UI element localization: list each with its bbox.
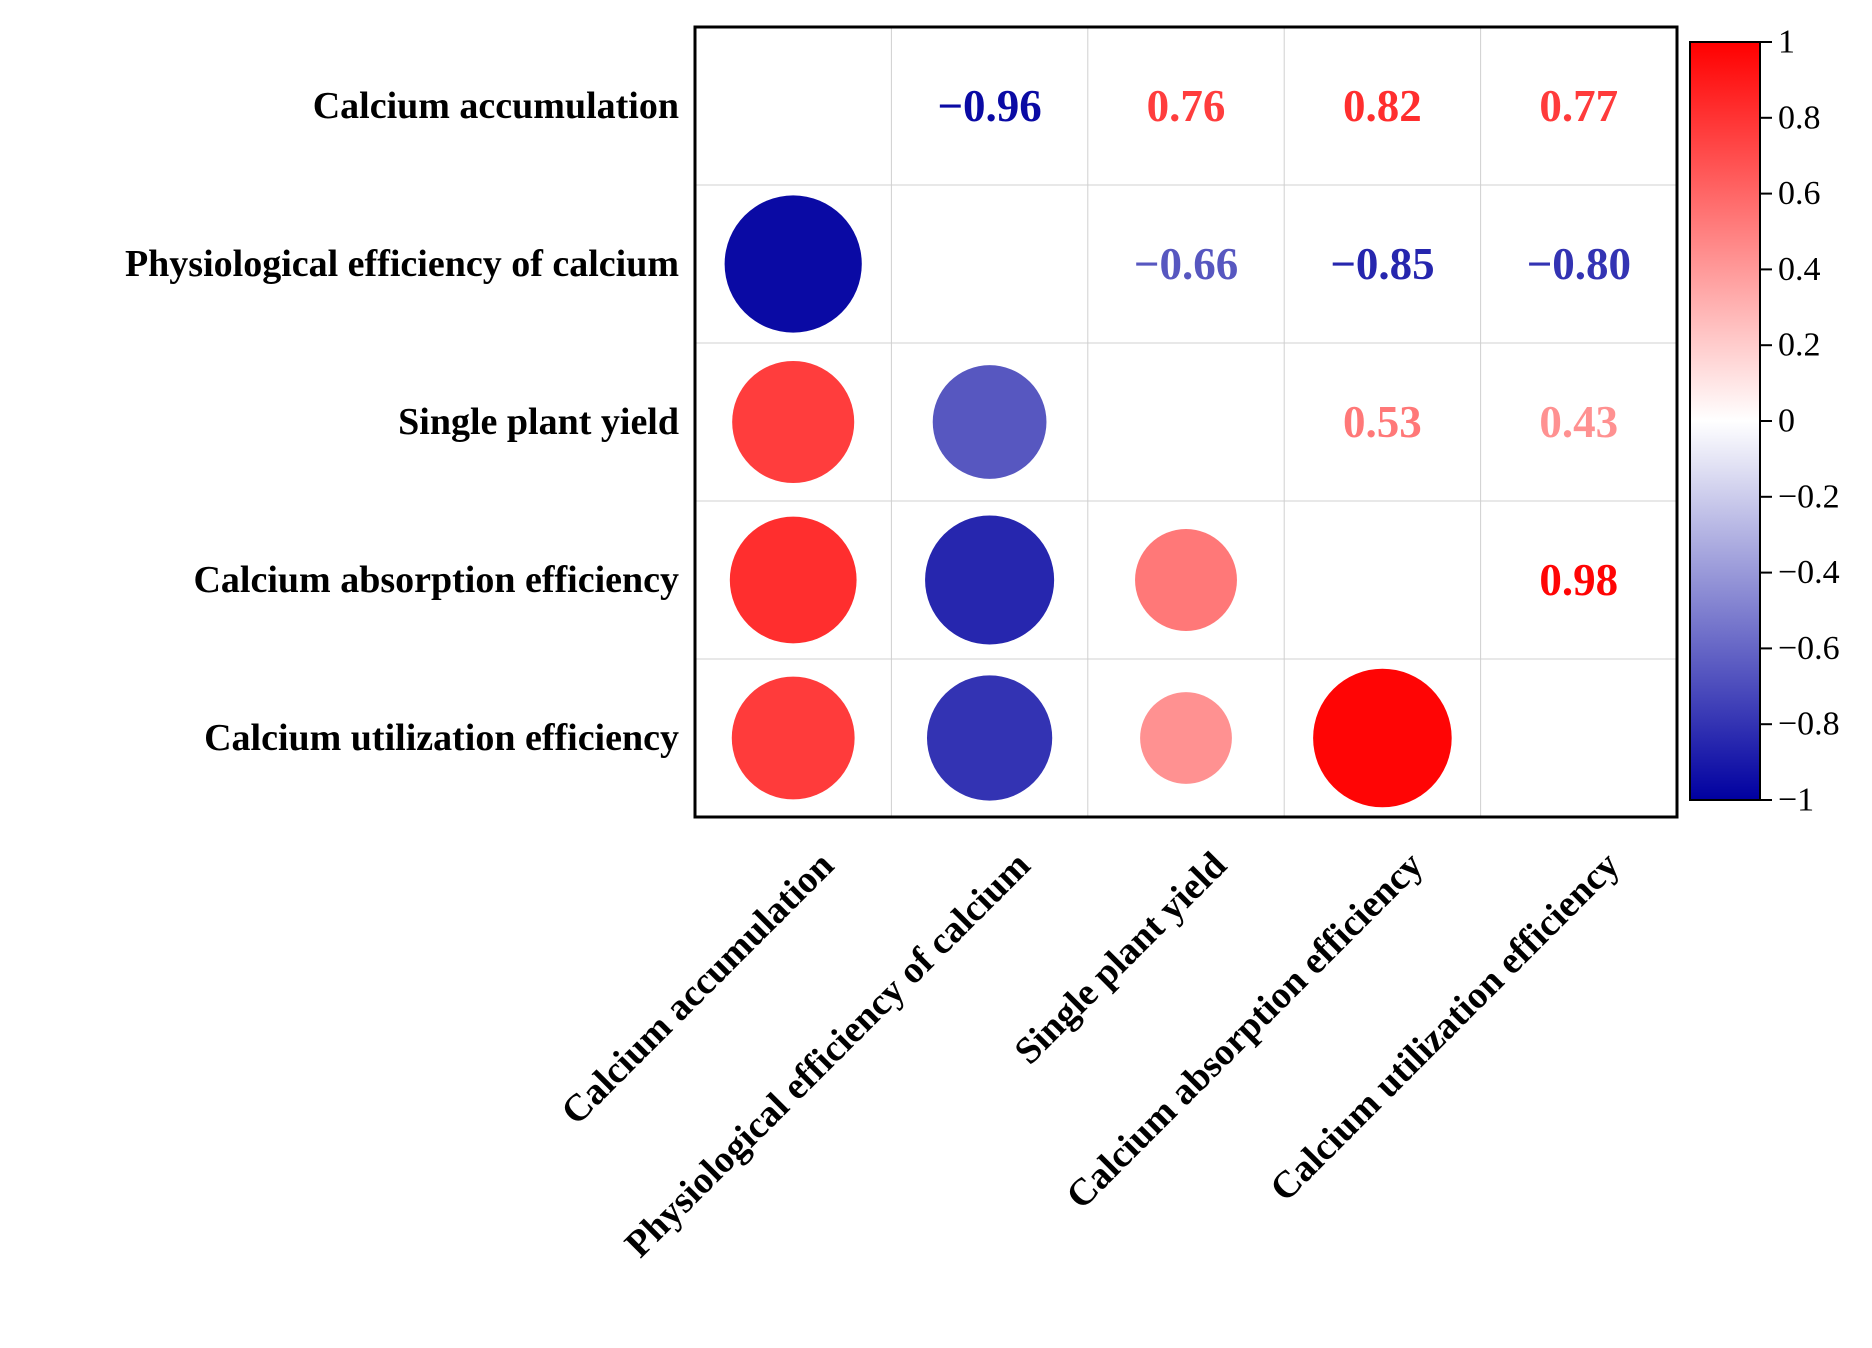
correlation-circle bbox=[732, 360, 855, 484]
correlation-circle bbox=[932, 365, 1047, 479]
colorbar-gradient bbox=[1689, 41, 1761, 801]
correlation-marks: −0.96 0.76 0.82 0.77 −0.66 −0.85 −0.80 0.53 0.43… bbox=[724, 81, 1631, 808]
colorbar-tick-label: 0 bbox=[1778, 403, 1795, 440]
correlation-circle bbox=[926, 675, 1053, 801]
correlation-value: 0.76 bbox=[1147, 81, 1226, 131]
column-label: Physiological efficiency of calcium bbox=[617, 844, 1038, 1265]
row-label: Calcium accumulation bbox=[313, 85, 679, 127]
colorbar: 1 0.8 0.6 0.4 0.2 0 −0.2 −0.4 −0.6 −0.8 −1 bbox=[1689, 24, 1840, 819]
correlation-circle bbox=[731, 676, 855, 800]
correlation-value: −0.96 bbox=[937, 81, 1041, 131]
correlation-value: 0.82 bbox=[1343, 81, 1422, 131]
row-label: Calcium utilization efficiency bbox=[204, 717, 679, 759]
row-labels: Calcium accumulation Physiological effici… bbox=[125, 85, 679, 759]
correlation-circle bbox=[1313, 668, 1452, 808]
colorbar-tick-label: 0.4 bbox=[1778, 251, 1821, 288]
correlation-circle bbox=[729, 516, 857, 644]
grid bbox=[695, 27, 1677, 817]
plot-frame bbox=[693, 25, 1679, 819]
column-label: Calcium utilization efficiency bbox=[1262, 844, 1628, 1210]
correlation-circle bbox=[925, 515, 1055, 645]
correlation-value: 0.98 bbox=[1539, 555, 1618, 605]
row-label: Single plant yield bbox=[398, 401, 679, 443]
colorbar-tick-label: 0.2 bbox=[1778, 327, 1821, 364]
colorbar-tick-label: 1 bbox=[1778, 24, 1795, 61]
colorbar-tick-label: −0.6 bbox=[1778, 630, 1840, 667]
column-label: Single plant yield bbox=[1007, 844, 1235, 1072]
correlation-circle bbox=[1135, 529, 1237, 631]
correlation-circle bbox=[1140, 692, 1232, 784]
colorbar-tick-label: −0.2 bbox=[1778, 478, 1840, 515]
colorbar-tick-label: 0.8 bbox=[1778, 99, 1821, 136]
colorbar-tick-label: −1 bbox=[1778, 782, 1814, 819]
row-label: Calcium absorption efficiency bbox=[193, 559, 679, 601]
correlation-circle bbox=[724, 195, 862, 333]
colorbar-tick-label: −0.8 bbox=[1778, 706, 1840, 743]
correlation-value: 0.77 bbox=[1539, 81, 1618, 131]
row-label: Physiological efficiency of calcium bbox=[125, 243, 679, 285]
colorbar-tick-label: 0.6 bbox=[1778, 175, 1821, 212]
correlation-value: −0.66 bbox=[1134, 239, 1238, 289]
colorbar-tick-label: −0.4 bbox=[1778, 554, 1840, 591]
correlation-value: −0.80 bbox=[1527, 239, 1631, 289]
correlation-value: −0.85 bbox=[1330, 239, 1434, 289]
correlation-value: 0.43 bbox=[1539, 397, 1618, 447]
correlation-value: 0.53 bbox=[1343, 397, 1422, 447]
column-label: Calcium absorption efficiency bbox=[1058, 844, 1431, 1217]
